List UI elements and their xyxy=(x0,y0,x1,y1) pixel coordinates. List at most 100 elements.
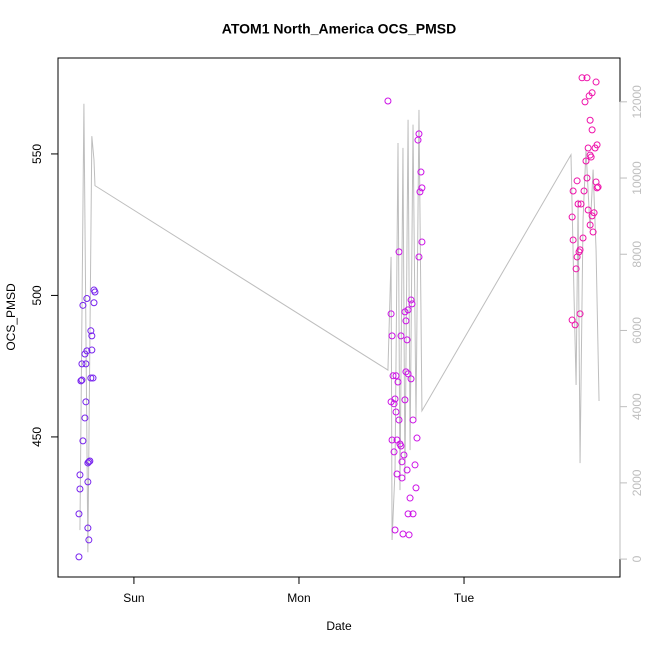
point xyxy=(83,295,91,303)
point xyxy=(86,457,94,465)
point xyxy=(592,78,600,86)
point xyxy=(399,530,407,538)
point xyxy=(412,484,420,492)
point xyxy=(404,306,412,314)
point xyxy=(82,398,90,406)
point xyxy=(88,332,96,340)
point xyxy=(408,300,416,308)
point xyxy=(407,375,415,383)
point xyxy=(581,98,589,106)
point xyxy=(569,236,577,244)
y2-tick-label: 2000 xyxy=(630,469,644,496)
point xyxy=(415,253,423,261)
point xyxy=(395,416,403,424)
point xyxy=(87,374,95,382)
point xyxy=(82,360,90,368)
point xyxy=(578,74,586,82)
point xyxy=(398,458,406,466)
point xyxy=(77,377,85,385)
point xyxy=(394,378,402,386)
point xyxy=(392,372,400,380)
point xyxy=(397,442,405,450)
point xyxy=(407,296,415,304)
point xyxy=(395,248,403,256)
point xyxy=(576,246,584,254)
point xyxy=(398,474,406,482)
point xyxy=(85,536,93,544)
point xyxy=(402,368,410,376)
x-tick-label: Mon xyxy=(287,591,310,605)
point xyxy=(418,238,426,246)
point xyxy=(83,347,91,355)
point xyxy=(583,174,591,182)
point xyxy=(413,434,421,442)
point xyxy=(404,510,412,518)
point xyxy=(579,234,587,242)
point xyxy=(392,408,400,416)
point xyxy=(402,317,410,325)
point xyxy=(84,459,92,467)
point xyxy=(76,485,84,493)
x-tick-label: Tue xyxy=(454,591,475,605)
point xyxy=(391,395,399,403)
chart-title: ATOM1 North_America OCS_PMSD xyxy=(222,21,456,37)
point xyxy=(79,437,87,445)
point xyxy=(589,228,597,236)
point xyxy=(90,299,98,307)
x-axis-label: Date xyxy=(326,619,352,633)
point xyxy=(79,301,87,309)
point xyxy=(91,288,99,296)
point xyxy=(588,89,596,97)
point xyxy=(409,510,417,518)
point xyxy=(75,553,83,561)
point xyxy=(397,332,405,340)
point xyxy=(571,321,579,329)
point xyxy=(404,370,412,378)
point xyxy=(572,265,580,273)
point xyxy=(390,400,398,408)
point xyxy=(584,206,592,214)
y-tick-label: 450 xyxy=(30,427,44,447)
point xyxy=(588,126,596,134)
y2-tick-label: 10000 xyxy=(630,161,644,195)
point xyxy=(406,494,414,502)
point xyxy=(78,360,86,368)
point xyxy=(75,510,83,518)
point xyxy=(577,200,585,208)
y2-tick-label: 12000 xyxy=(630,85,644,119)
point xyxy=(582,157,590,165)
y2-tick-label: 8000 xyxy=(630,241,644,268)
point xyxy=(401,396,409,404)
point xyxy=(400,451,408,459)
point xyxy=(573,177,581,185)
point xyxy=(388,436,396,444)
point xyxy=(389,372,397,380)
point xyxy=(416,188,424,196)
point xyxy=(583,74,591,82)
point xyxy=(388,332,396,340)
point xyxy=(409,416,417,424)
point xyxy=(81,414,89,422)
point xyxy=(88,346,96,354)
point xyxy=(593,141,601,149)
point xyxy=(415,130,423,138)
point xyxy=(87,327,95,335)
point xyxy=(384,97,392,105)
y-tick-label: 500 xyxy=(30,285,44,305)
point xyxy=(586,116,594,124)
point xyxy=(584,144,592,152)
point xyxy=(78,376,86,384)
line xyxy=(79,103,600,553)
y2-tick-label: 4000 xyxy=(630,393,644,420)
point xyxy=(390,448,398,456)
y2-tick-label: 6000 xyxy=(630,317,644,344)
point xyxy=(574,200,582,208)
point xyxy=(590,209,598,217)
y2-tick-label: 0 xyxy=(630,555,644,562)
point xyxy=(414,136,422,144)
point xyxy=(594,183,602,191)
point xyxy=(85,458,93,466)
plot-box xyxy=(57,57,621,578)
